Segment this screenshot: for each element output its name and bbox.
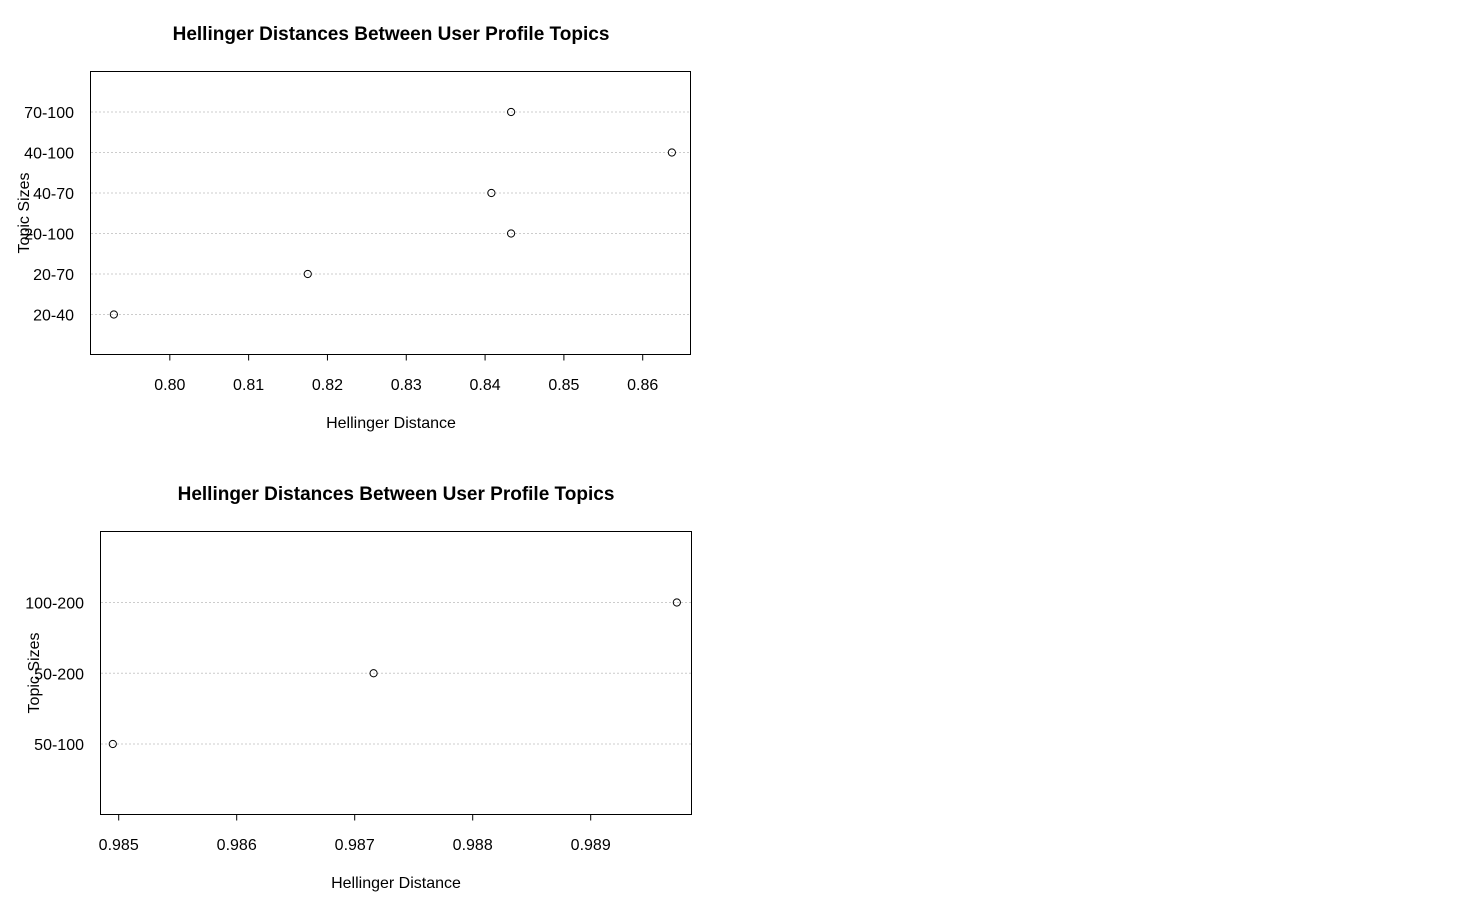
data-point (506, 229, 516, 238)
data-point (303, 269, 312, 279)
x-tick-label: 0.85 (548, 377, 579, 394)
category-label: 20-40 (33, 308, 74, 325)
x-tick-label: 0.86 (627, 377, 658, 394)
chart-1-category-labels: 20-40 20-70 20-100 40-70 40-100 70-100 (24, 105, 74, 325)
x-tick-label: 0.986 (217, 837, 257, 854)
chart-1-points (109, 107, 676, 319)
chart-2-x-axis: 0.985 0.986 0.987 0.988 0.989 (99, 814, 611, 854)
chart-1-x-axis: 0.80 0.81 0.82 0.83 0.84 0.85 0.86 (154, 354, 658, 394)
data-point (108, 739, 117, 749)
x-tick-label: 0.81 (233, 377, 264, 394)
x-tick-label: 0.988 (453, 837, 493, 854)
chart-2-category-labels: 50-100 50-200 100-200 (25, 596, 84, 755)
chart-2: Hellinger Distances Between User Profile… (25, 484, 692, 892)
data-point (487, 188, 496, 198)
chart-2-gridlines (101, 602, 691, 745)
chart-1-plot-frame (90, 71, 691, 355)
x-tick-label: 0.82 (312, 377, 343, 394)
data-point (109, 310, 118, 319)
category-label: 100-200 (25, 596, 84, 613)
chart-1-title: Hellinger Distances Between User Profile… (173, 24, 610, 45)
category-label: 40-100 (24, 146, 74, 163)
x-tick-label: 0.987 (335, 837, 375, 854)
x-tick-label: 0.84 (470, 377, 501, 394)
chart-1: Hellinger Distances Between User Profile… (16, 24, 691, 432)
chart-1-x-axis-label: Hellinger Distance (326, 415, 456, 432)
chart-2-y-axis-label: Topic Sizes (26, 633, 43, 714)
category-label: 20-70 (33, 267, 74, 284)
chart-1-gridlines (91, 111, 690, 315)
chart-2-x-axis-label: Hellinger Distance (331, 875, 461, 892)
x-tick-label: 0.83 (391, 377, 422, 394)
x-tick-label: 0.989 (571, 837, 611, 854)
data-point (506, 107, 516, 117)
category-label: 20-100 (24, 227, 74, 244)
chart-2-points (108, 598, 681, 749)
data-point (369, 669, 378, 678)
data-point (672, 598, 681, 607)
chart-1-y-axis-label: Topic Sizes (16, 173, 33, 254)
category-label: 50-100 (34, 737, 84, 754)
chart-2-title: Hellinger Distances Between User Profile… (178, 484, 615, 505)
x-tick-label: 0.985 (99, 837, 139, 854)
category-label: 40-70 (33, 186, 74, 203)
data-point (667, 148, 676, 157)
category-label: 70-100 (24, 105, 74, 122)
x-tick-label: 0.80 (154, 377, 185, 394)
category-label: 50-200 (34, 666, 84, 683)
